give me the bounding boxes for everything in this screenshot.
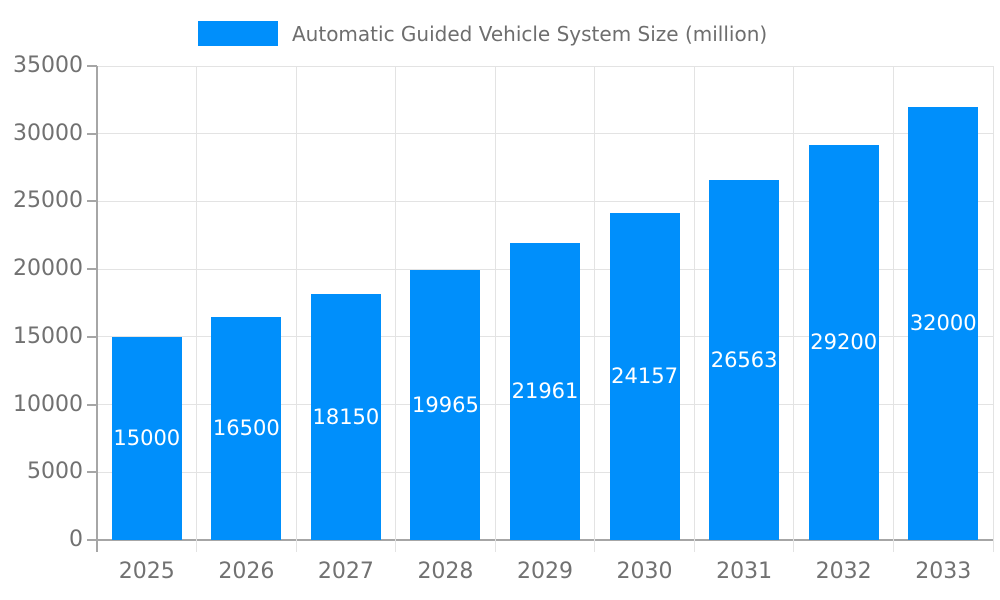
v-gridline: [196, 66, 198, 552]
y-axis-tick: [87, 268, 97, 271]
bar-2027[interactable]: [310, 294, 381, 540]
x-axis-label: 2029: [517, 559, 573, 584]
v-gridline: [693, 66, 695, 552]
y-axis-label: 10000: [13, 391, 83, 417]
h-gridline: [97, 133, 993, 135]
v-gridline: [892, 66, 894, 552]
y-axis-line: [96, 66, 98, 552]
bar-2028[interactable]: [410, 269, 481, 540]
y-axis-label: 5000: [27, 459, 83, 485]
legend[interactable]: Automatic Guided Vehicle System Size (mi…: [198, 21, 767, 46]
x-axis-label: 2027: [317, 559, 374, 584]
x-axis-line: [97, 539, 993, 541]
y-axis-tick: [87, 200, 97, 203]
x-axis-label: 2033: [915, 559, 972, 584]
y-axis-tick: [87, 65, 97, 67]
y-axis-label: 20000: [13, 256, 83, 282]
v-gridline: [494, 66, 496, 552]
bar-2026[interactable]: [211, 316, 282, 540]
v-gridline: [992, 66, 994, 552]
h-gridline: [97, 65, 993, 67]
bar-value-label: 26563: [710, 348, 778, 373]
v-gridline: [793, 66, 795, 552]
bar-2025[interactable]: [111, 336, 182, 540]
x-axis-label: 2025: [118, 559, 175, 584]
legend-label: Automatic Guided Vehicle System Size (mi…: [292, 21, 768, 46]
bar-2029[interactable]: [510, 242, 580, 540]
x-axis-label: 2030: [616, 559, 673, 584]
y-axis-label: 25000: [13, 188, 83, 214]
bar-value-label: 29200: [810, 330, 878, 355]
y-axis-label: 15000: [13, 323, 83, 349]
bar-2032[interactable]: [808, 144, 879, 540]
bar-value-label: 16500: [212, 416, 280, 441]
bar-value-label: 18150: [312, 405, 380, 430]
bar-value-label: 32000: [909, 311, 977, 336]
bar-value-label: 19965: [412, 392, 479, 417]
v-gridline: [395, 66, 397, 552]
x-axis-label: 2028: [417, 559, 474, 584]
v-gridline: [594, 66, 596, 552]
bar-2031[interactable]: [709, 180, 780, 540]
bar-value-label: 24157: [611, 364, 678, 389]
x-axis-label: 2032: [815, 559, 872, 584]
legend-color-swatch: [198, 21, 278, 46]
v-gridline: [295, 66, 297, 552]
h-gridline: [97, 200, 993, 202]
y-axis-tick: [87, 335, 97, 338]
x-axis-label: 2031: [716, 559, 773, 584]
y-axis-tick: [87, 403, 97, 406]
x-axis-label: 2026: [218, 559, 275, 584]
y-axis-label: 30000: [13, 120, 83, 146]
y-axis-tick: [87, 539, 97, 541]
bar-2030[interactable]: [609, 212, 680, 540]
y-axis-tick: [87, 471, 97, 474]
y-axis-tick: [87, 132, 97, 135]
y-axis-label: 0: [69, 527, 83, 552]
y-axis-label: 35000: [13, 53, 83, 78]
bar-value-label: 15000: [113, 426, 181, 451]
bar-value-label: 21961: [511, 379, 579, 404]
bar-2033[interactable]: [908, 106, 979, 540]
